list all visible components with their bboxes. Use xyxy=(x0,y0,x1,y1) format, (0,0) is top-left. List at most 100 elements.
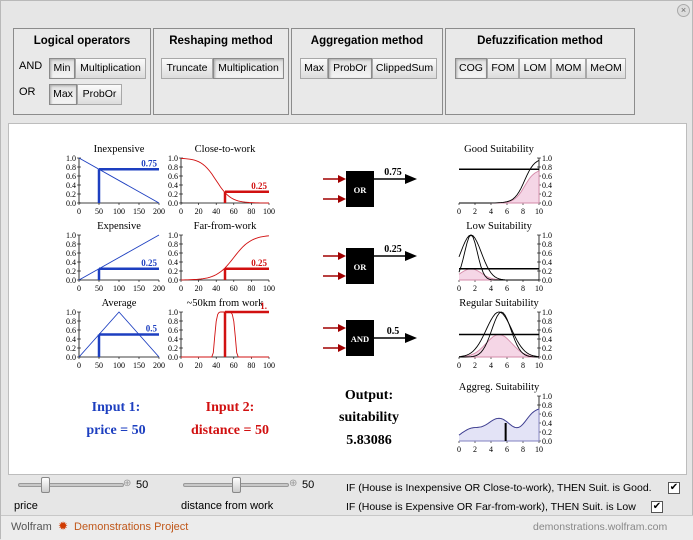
rule1-checkbox[interactable]: ✔ xyxy=(668,482,680,494)
x-tick-label: 200 xyxy=(153,207,165,216)
good-curve xyxy=(459,160,540,204)
demonstrations-brand[interactable]: Demonstrations Project xyxy=(74,521,189,533)
x-tick-label: 100 xyxy=(113,284,125,293)
x-tick-label: 100 xyxy=(263,284,275,293)
x-tick-label: 150 xyxy=(133,284,145,293)
y-tick-label: 0.2 xyxy=(542,267,552,276)
gate-output-value: 0.5 xyxy=(387,326,400,337)
plot-title-good: Good Suitability xyxy=(464,144,534,155)
x-tick-label: 2 xyxy=(473,207,477,216)
rule1-label: IF (House is Inexpensive OR Close-to-wor… xyxy=(346,482,652,494)
y-tick-label: 0.6 xyxy=(542,410,552,419)
wolfram-brand[interactable]: Wolfram xyxy=(11,521,52,533)
x-tick-label: 2 xyxy=(473,361,477,370)
y-tick-label: 0.6 xyxy=(542,172,552,181)
and-label: AND xyxy=(19,60,43,72)
price-value: 50 xyxy=(136,479,149,491)
y-tick-label: 0.6 xyxy=(168,326,178,335)
y-tick-label: 1.0 xyxy=(168,154,178,163)
price-slider-track[interactable] xyxy=(18,483,124,487)
x-tick-label: 80 xyxy=(247,361,255,370)
x-tick-label: 0 xyxy=(179,207,183,216)
x-tick-label: 4 xyxy=(489,284,493,293)
x-tick-label: 80 xyxy=(247,207,255,216)
and-multiplication-button[interactable]: Multiplication xyxy=(75,58,146,79)
input2-title: Input 2: xyxy=(206,400,255,415)
y-tick-label: 0.0 xyxy=(168,199,178,208)
input-arrowhead-2 xyxy=(338,272,346,280)
x-tick-label: 60 xyxy=(230,207,238,216)
y-tick-label: 1.0 xyxy=(168,231,178,240)
input1-value: price = 50 xyxy=(86,423,145,438)
membership-curve xyxy=(78,234,160,281)
membership-value-average: 0.5 xyxy=(146,324,158,334)
cog-button[interactable]: COG xyxy=(455,58,487,79)
plot-title-aggreg: Aggreg. Suitability xyxy=(459,382,540,393)
aggregation-method-panel: Aggregation method Max ProbOr ClippedSum xyxy=(291,28,443,115)
plot-title-close: Close-to-work xyxy=(195,144,256,155)
input2-value: distance = 50 xyxy=(191,423,269,438)
aggregation-max-button[interactable]: Max xyxy=(300,58,328,79)
plot-title-regular: Regular Suitability xyxy=(459,298,539,309)
distance-slider-thumb[interactable] xyxy=(232,477,241,493)
truncate-button[interactable]: Truncate xyxy=(161,58,213,79)
gate-and-box xyxy=(346,320,374,356)
y-tick-label: 0.0 xyxy=(168,353,178,362)
gate-label: OR xyxy=(354,185,368,195)
panel-title: Logical operators xyxy=(33,35,131,47)
y-tick-label: 0.2 xyxy=(542,344,552,353)
output-arrowhead xyxy=(405,333,417,343)
x-tick-label: 20 xyxy=(195,284,203,293)
y-tick-label: 0.4 xyxy=(542,419,552,428)
y-tick-label: 0.8 xyxy=(542,163,552,172)
meom-button[interactable]: MeOM xyxy=(586,58,626,79)
or-max-button[interactable]: Max xyxy=(49,84,77,105)
y-tick-label: 1.0 xyxy=(542,308,552,317)
plot-title-average: Average xyxy=(102,298,137,309)
y-tick-label: 0.4 xyxy=(168,258,178,267)
price-plus-icon[interactable]: ⊕ xyxy=(123,478,132,489)
output-arrowhead xyxy=(405,251,417,261)
footer-url[interactable]: demonstrations.wolfram.com xyxy=(533,521,668,533)
multiplication-button[interactable]: Multiplication xyxy=(213,58,284,79)
fom-button[interactable]: FOM xyxy=(487,58,519,79)
y-tick-label: 0.2 xyxy=(168,267,178,276)
y-tick-label: 0.8 xyxy=(542,401,552,410)
input-arrowhead-1 xyxy=(338,175,346,183)
aggregation-probor-button[interactable]: ProbOr xyxy=(328,58,372,79)
x-tick-label: 6 xyxy=(505,207,509,216)
price-slider-thumb[interactable] xyxy=(40,477,50,493)
plot-title-far: Far-from-work xyxy=(194,221,258,232)
gate-output-value: 0.75 xyxy=(384,167,402,178)
spikey-logo-icon: ✹ xyxy=(58,519,69,533)
y-tick-label: 0.0 xyxy=(66,276,76,285)
y-tick-label: 0.8 xyxy=(542,317,552,326)
y-tick-label: 0.4 xyxy=(66,181,76,190)
x-tick-label: 0 xyxy=(457,284,461,293)
rule2-checkbox[interactable]: ✔ xyxy=(651,501,663,513)
output-label: Output: xyxy=(345,388,393,403)
x-tick-label: 2 xyxy=(473,445,477,454)
aggregation-clippedsum-button[interactable]: ClippedSum xyxy=(372,58,437,79)
plot-title-expensive: Expensive xyxy=(97,221,141,232)
membership-curve xyxy=(78,157,160,204)
input-arrowhead-2 xyxy=(338,344,346,352)
mom-button[interactable]: MOM xyxy=(551,58,586,79)
or-probor-button[interactable]: ProbOr xyxy=(77,84,122,105)
or-label: OR xyxy=(19,86,36,98)
and-min-button[interactable]: Min xyxy=(49,58,75,79)
x-tick-label: 6 xyxy=(505,445,509,454)
reshaped-area xyxy=(458,334,540,358)
fuzzy-inference-canvas: Inexpensive 1.0 0.8 0.6 0.4 0.2 0.0 0 50 100 150 20… xyxy=(8,123,687,475)
membership-value-inexpensive: 0.75 xyxy=(141,158,157,168)
logical-operators-panel: Logical operators AND Min Multiplication… xyxy=(13,28,151,115)
close-icon[interactable]: × xyxy=(677,4,690,17)
x-tick-label: 80 xyxy=(247,284,255,293)
y-tick-label: 0.8 xyxy=(66,163,76,172)
y-tick-label: 0.4 xyxy=(168,335,178,344)
distance-plus-icon[interactable]: ⊕ xyxy=(289,478,298,489)
x-tick-label: 50 xyxy=(95,284,103,293)
lom-button[interactable]: LOM xyxy=(519,58,551,79)
x-tick-label: 8 xyxy=(521,284,525,293)
